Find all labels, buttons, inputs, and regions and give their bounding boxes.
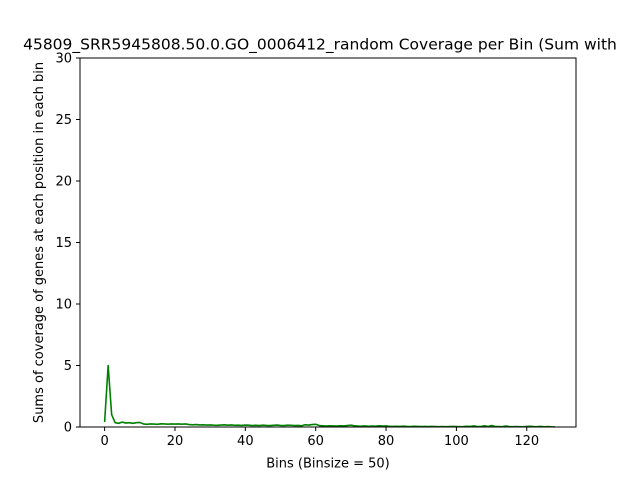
chart-title: 45809_SRR5945808.50.0.GO_0006412_random … xyxy=(23,36,617,55)
series-line-1 xyxy=(103,364,555,428)
x-tick-label: 60 xyxy=(307,434,324,449)
y-tick-label: 5 xyxy=(64,359,72,374)
y-tick-label: 30 xyxy=(55,52,72,67)
x-axis-label: Bins (Binsize = 50) xyxy=(266,457,390,472)
y-tick-label: 0 xyxy=(64,421,72,436)
plot-area xyxy=(103,364,555,428)
x-tick-label: 40 xyxy=(237,434,254,449)
x-tick-label: 120 xyxy=(514,434,539,449)
y-tick-label: 10 xyxy=(55,298,72,313)
y-tick-label: 20 xyxy=(55,175,72,190)
y-tick-label: 15 xyxy=(55,236,72,251)
x-axis: 0 20 40 60 80 100 120 xyxy=(100,427,539,449)
y-tick-label: 25 xyxy=(55,113,72,128)
x-tick-label: 100 xyxy=(444,434,469,449)
y-axis: 0 5 10 15 20 25 30 xyxy=(55,52,80,436)
x-tick-label: 20 xyxy=(167,434,184,449)
x-tick-label: 80 xyxy=(378,434,395,449)
y-axis-label: Sums of coverage of genes at each positi… xyxy=(32,62,47,423)
x-tick-label: 0 xyxy=(100,434,108,449)
